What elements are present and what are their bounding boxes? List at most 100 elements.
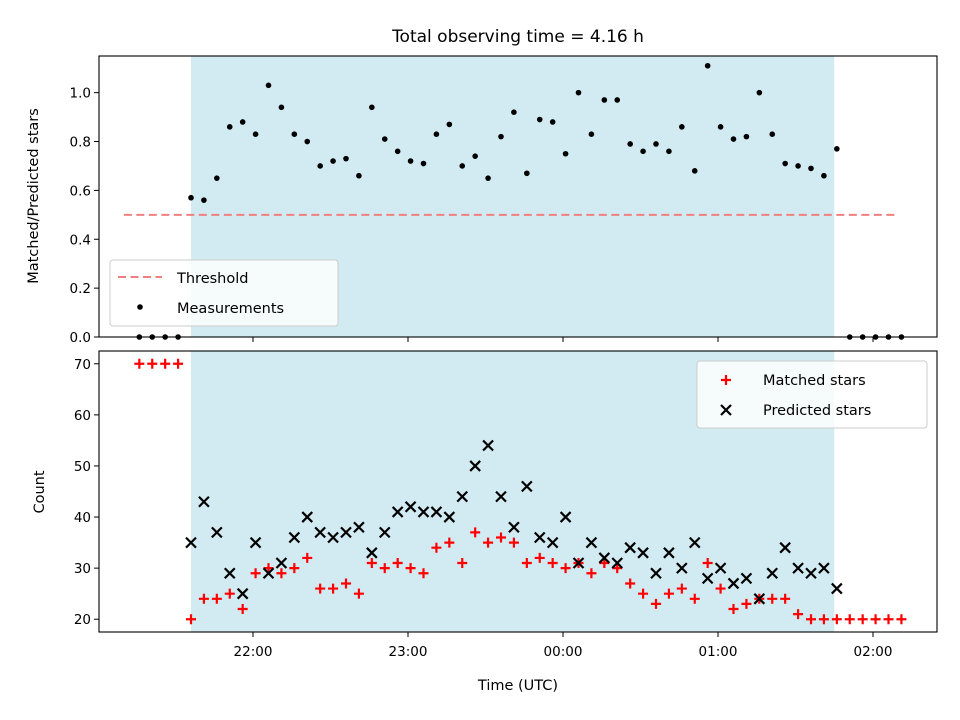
bottom-y-axis-label: Count [32,470,48,513]
measurement-point [304,138,311,145]
matched-star-point [186,614,196,625]
measurement-point [265,82,272,89]
predicted-star-point [327,531,339,544]
measurement-point [485,175,491,181]
measurement-point [834,146,840,152]
measurement-point [549,119,556,125]
matched-star-point [470,527,481,538]
predicted-star-point [831,582,843,595]
predicted-star-point [301,511,314,523]
measurement-point [226,124,233,130]
top-legend [109,259,339,327]
matched-star-point [560,563,571,574]
top-y-tick-label: 0.6 [70,183,91,199]
matched-star-point [431,542,442,553]
bottom-y-tick-label: 50 [74,459,91,475]
predicted-star-point [753,593,766,605]
matched-star-point [457,558,468,569]
bottom-y-tick-label: 60 [74,408,91,424]
predicted-star-point [508,521,520,534]
measurement-point [343,155,349,162]
matched-star-point [870,614,881,625]
predicted-star-point [366,547,378,559]
legend-measurement-swatch [137,304,143,310]
matched-star-point [728,604,739,615]
measurement-point [239,119,246,125]
predicted-star-point [650,567,662,580]
matched-star-point [173,358,184,369]
predicted-star-point [456,490,469,503]
predicted-star-point [533,531,546,544]
predicted-star-point [598,552,611,564]
predicted-star-point [624,541,636,554]
matched-star-point [806,614,816,625]
matched-star-point [224,588,235,599]
measurement-point [252,131,259,137]
measurement-point [769,131,776,137]
matched-star-point [651,598,661,609]
top-y-tick-label: 0.4 [70,232,91,248]
predicted-star-point [288,531,301,544]
measurement-point [278,104,285,111]
measurement-point [524,170,530,177]
matched-star-point [341,578,351,589]
matched-star-point [444,537,455,548]
legend-measurements-label: Measurements [177,301,284,317]
measurement-point [627,141,633,147]
matched-star-point [263,563,274,574]
top-y-tick-label: 0.8 [70,135,91,151]
predicted-star-point [572,557,585,569]
predicted-star-point [378,526,391,539]
x-axis-label: Time (UTC) [477,678,558,694]
predicted-star-point [637,547,649,559]
predicted-star-point [391,506,404,518]
measurement-point [511,109,517,115]
measurement-point [588,131,595,137]
plot-layer: 0.0 0.2 0.4 0.6 0.8 1.0 20 30 40 50 60 70 22:00 23:00… [70,55,938,660]
measurement-point [214,175,220,181]
matched-star-point [599,558,610,569]
matched-star-point [793,609,804,620]
predicted-star-point [482,439,494,452]
matched-star-point [483,537,494,548]
predicted-star-point [521,480,533,493]
top-axes-frame [98,55,938,338]
measurement-point [188,194,194,201]
matched-star-point [237,604,248,615]
matched-star-point [638,588,649,599]
measurement-point [459,163,466,169]
predicted-star-point [353,521,365,534]
matched-star-point [818,614,829,625]
measurement-point [446,121,453,128]
measurement-point [420,160,427,167]
measurement-point [369,104,375,111]
bottom-legend [696,360,928,429]
matched-star-point [676,583,687,594]
matched-star-point [198,593,209,604]
predicted-star-point [714,562,727,574]
matched-star-point [379,563,390,574]
predicted-star-point [417,506,430,518]
matched-star-point [302,552,313,563]
measurement-point [575,89,582,96]
predicted-star-point [404,501,417,513]
predicted-star-point [805,567,817,580]
measurement-point [640,148,646,155]
predicted-star-point [495,490,507,503]
measurement-point [291,131,298,137]
matched-star-point [612,563,623,574]
matched-star-point [741,598,752,609]
matched-star-point [366,558,377,569]
measurement-point [601,97,608,103]
matched-star-point [521,558,532,569]
predicted-star-point [740,572,753,585]
matched-star-point [211,593,222,604]
predicted-star-point [314,526,326,539]
measurement-point [330,158,336,164]
predicted-star-point [559,511,572,523]
measurement-point [381,136,388,142]
bottom-y-tick-label: 20 [74,612,91,628]
x-tick-label: 23:00 [389,644,428,660]
legend-matched-label: Matched stars [763,373,866,389]
